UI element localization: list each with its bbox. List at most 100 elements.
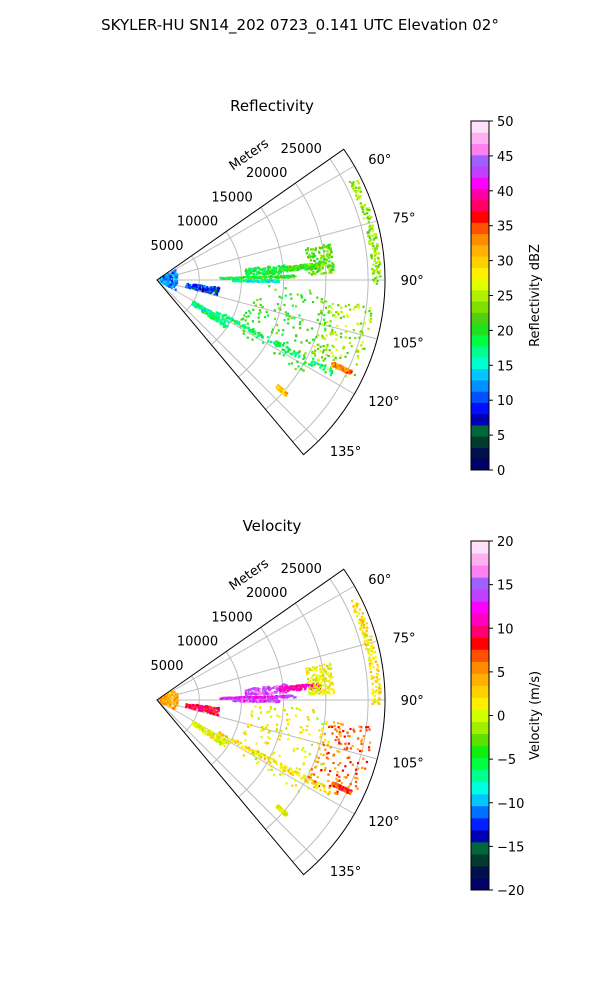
echo-gate [309, 777, 312, 780]
colorbar-tick-label: 35 [497, 220, 514, 235]
echo-gate [356, 354, 360, 358]
echo-gate [335, 338, 338, 341]
echo-gate [314, 689, 317, 692]
echo-gate [351, 763, 355, 766]
echo-gate [328, 324, 331, 327]
echo-gate [301, 748, 304, 752]
echo-gate [305, 248, 308, 252]
echo-gate [358, 186, 361, 190]
echo-gate [224, 276, 228, 280]
echo-gate [363, 347, 366, 350]
echo-gate [365, 626, 368, 629]
echo-gate [192, 302, 195, 306]
echo-gate [297, 365, 300, 368]
echo-gate [357, 323, 360, 326]
echo-gate [315, 263, 318, 266]
echo-gate [174, 693, 177, 696]
echo-gate [242, 280, 245, 283]
echo-gate [246, 275, 249, 279]
echo-gate [279, 690, 282, 693]
echo-gate [246, 699, 250, 703]
echo-gate [245, 699, 248, 702]
echo-gate [355, 606, 358, 609]
echo-gate [378, 698, 381, 701]
echo-gate [316, 689, 319, 693]
echo-gate [194, 283, 197, 286]
echo-gate [291, 265, 294, 269]
echo-gate [311, 265, 314, 268]
echo-gate [270, 700, 273, 703]
azimuth-gridline [156, 585, 355, 701]
echo-gate [210, 290, 214, 294]
echo-gate [217, 709, 220, 712]
echo-gate [299, 321, 302, 324]
echo-gate [301, 264, 304, 267]
echo-gate [308, 753, 311, 756]
echo-gate [274, 276, 277, 279]
echo-gate [193, 704, 197, 707]
echo-gate [199, 288, 202, 291]
echo-gate [338, 732, 341, 735]
echo-gate [365, 647, 368, 650]
echo-gate [340, 787, 344, 790]
echo-gate [349, 789, 353, 792]
echo-gate [318, 664, 322, 667]
echo-gate [328, 667, 331, 671]
echo-gate [356, 787, 359, 790]
echo-gate [165, 698, 169, 701]
echo-gate [202, 306, 205, 310]
echo-gate [376, 700, 379, 703]
echo-gate [344, 765, 347, 768]
echo-gate [244, 279, 247, 282]
echo-gate [250, 690, 253, 693]
echo-gate [316, 687, 319, 690]
echo-gate [356, 189, 360, 192]
echo-gate [278, 272, 281, 275]
echo-gate [280, 687, 283, 690]
echo-gate [226, 738, 230, 741]
echo-gate [351, 184, 354, 187]
echo-gate [288, 718, 291, 721]
echo-gate [346, 789, 349, 793]
echo-gate [269, 687, 272, 690]
azimuth-gridline [156, 165, 355, 281]
echo-gate [346, 314, 349, 317]
echo-gate [254, 330, 257, 333]
echo-gate [375, 689, 378, 692]
echo-gate [298, 322, 301, 326]
echo-gate [317, 334, 320, 337]
echo-gate [274, 686, 277, 689]
echo-gate [312, 270, 315, 274]
echo-gate [266, 693, 269, 696]
echo-gate [289, 274, 292, 277]
echo-gate [169, 701, 172, 704]
echo-gate [316, 760, 319, 764]
echo-gate [257, 717, 260, 720]
echo-gate [260, 268, 263, 271]
colorbar-tick-label: 0 [497, 710, 505, 725]
echo-gate [168, 281, 171, 284]
echo-gate [210, 315, 213, 318]
echo-gate [268, 285, 271, 288]
echo-gate [344, 330, 348, 334]
echo-gate [208, 711, 212, 714]
echo-gate [219, 320, 222, 323]
echo-gate [244, 696, 248, 699]
echo-gate [353, 610, 356, 613]
echo-gate [171, 280, 174, 283]
echo-gate [320, 768, 323, 772]
echo-gate [275, 714, 279, 717]
echo-gate [328, 688, 331, 691]
echo-gate [335, 367, 338, 370]
echo-gate [292, 750, 295, 753]
echo-gate [332, 721, 336, 724]
echo-gate [306, 779, 309, 782]
echo-gate [281, 686, 285, 690]
echo-gate [169, 275, 172, 278]
echo-gate [276, 689, 279, 692]
echo-gate [254, 757, 257, 761]
echo-gate [204, 705, 207, 708]
echo-feature [160, 690, 180, 710]
echo-gate [226, 697, 229, 700]
